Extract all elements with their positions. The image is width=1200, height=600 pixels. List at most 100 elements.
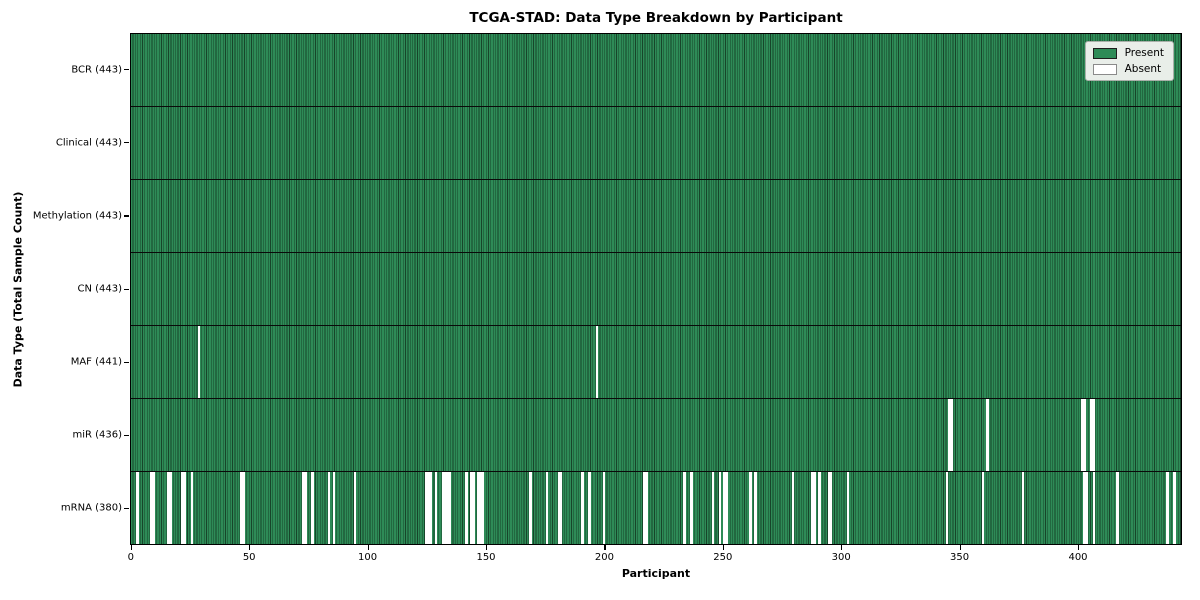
row-MAF	[131, 326, 1181, 399]
absent-mark	[595, 326, 598, 398]
absent-mark	[945, 472, 949, 544]
absent-mark	[811, 472, 814, 544]
absent-swatch	[1092, 63, 1117, 75]
present-swatch	[1092, 47, 1117, 59]
row-Clinical	[131, 107, 1181, 180]
absent-mark	[301, 472, 305, 544]
absent-mark	[588, 472, 591, 544]
absent-mark	[169, 472, 172, 544]
absent-mark	[827, 472, 830, 544]
absent-mark	[429, 472, 433, 544]
ytick-mark	[124, 142, 129, 144]
absent-mark	[950, 399, 954, 471]
absent-mark	[545, 472, 549, 544]
absent-mark	[948, 399, 951, 471]
ytick-label-MAF: MAF (441)	[70, 356, 122, 368]
absent-mark	[152, 472, 156, 544]
absent-mark	[529, 472, 532, 544]
absent-mark	[465, 472, 468, 544]
absent-mark	[846, 472, 849, 544]
legend-entry-present: Present	[1092, 47, 1164, 59]
absent-mark	[240, 472, 243, 544]
ytick-label-miR: miR (436)	[72, 429, 122, 441]
y-axis-label: Data Type (Total Sample Count)	[11, 191, 25, 388]
absent-mark	[425, 472, 428, 544]
absent-mark	[197, 326, 201, 398]
absent-mark	[242, 472, 246, 544]
absent-mark	[472, 472, 475, 544]
ytick-mark	[124, 215, 129, 217]
absent-mark	[645, 472, 648, 544]
absent-mark	[327, 472, 331, 544]
absent-mark	[446, 472, 449, 544]
xtick-label-50: 50	[242, 552, 256, 563]
absent-mark	[311, 472, 314, 544]
xtick-mark	[959, 545, 961, 550]
absent-mark	[1090, 399, 1093, 471]
ytick-mark	[124, 361, 129, 363]
legend-entry-absent: Absent	[1092, 63, 1164, 75]
xtick-mark	[249, 545, 251, 550]
absent-mark	[602, 472, 606, 544]
ytick-mark	[124, 434, 129, 436]
absent-mark	[718, 472, 722, 544]
absent-mark	[166, 472, 170, 544]
absent-mark	[353, 472, 357, 544]
xtick-label-100: 100	[358, 552, 378, 563]
absent-mark	[190, 472, 193, 544]
absent-mark	[427, 472, 430, 544]
row-BCR	[131, 34, 1181, 107]
absent-mark	[441, 472, 444, 544]
xtick-mark	[1078, 545, 1080, 550]
xtick-mark	[841, 545, 843, 550]
row-Methylation	[131, 180, 1181, 253]
absent-mark	[557, 472, 561, 544]
row-mRNA	[131, 472, 1181, 544]
ytick-label-Clinical: Clinical (443)	[55, 137, 122, 149]
absent-mark	[1021, 472, 1025, 544]
absent-mark	[642, 472, 646, 544]
absent-mark	[1083, 399, 1086, 471]
ytick-label-BCR: BCR (443)	[71, 64, 122, 76]
absent-mark	[1092, 399, 1096, 471]
legend-present-label: Present	[1124, 47, 1164, 59]
absent-mark	[690, 472, 693, 544]
absent-mark	[981, 472, 984, 544]
xtick-mark	[604, 545, 606, 550]
xtick-label-200: 200	[594, 552, 614, 563]
ytick-label-CN: CN (443)	[77, 283, 122, 295]
absent-mark	[711, 472, 714, 544]
absent-mark	[1083, 472, 1086, 544]
absent-mark	[754, 472, 757, 544]
legend: Present Absent	[1084, 41, 1174, 81]
absent-mark	[332, 472, 336, 544]
plot-rows	[131, 34, 1181, 544]
absent-mark	[150, 472, 153, 544]
absent-mark	[813, 472, 816, 544]
absent-mark	[986, 399, 989, 471]
row-CN	[131, 253, 1181, 326]
absent-mark	[443, 472, 447, 544]
xtick-mark	[367, 545, 369, 550]
absent-mark	[792, 472, 795, 544]
absent-mark	[725, 472, 729, 544]
absent-mark	[829, 472, 833, 544]
xtick-label-250: 250	[713, 552, 733, 563]
absent-mark	[136, 472, 139, 544]
absent-mark	[479, 472, 482, 544]
absent-mark	[477, 472, 480, 544]
plot-area: Present Absent	[130, 33, 1182, 545]
absent-mark	[1092, 472, 1096, 544]
absent-mark	[560, 472, 563, 544]
xtick-label-400: 400	[1068, 552, 1088, 563]
x-axis-label: Participant	[621, 567, 691, 580]
absent-mark	[723, 472, 726, 544]
absent-mark	[749, 472, 752, 544]
absent-mark	[1166, 472, 1169, 544]
absent-mark	[581, 472, 584, 544]
ytick-label-Methylation: Methylation (443)	[32, 210, 122, 222]
absent-mark	[470, 472, 473, 544]
ytick-mark	[124, 507, 129, 510]
ytick-mark	[124, 69, 129, 71]
xtick-mark	[722, 545, 724, 550]
